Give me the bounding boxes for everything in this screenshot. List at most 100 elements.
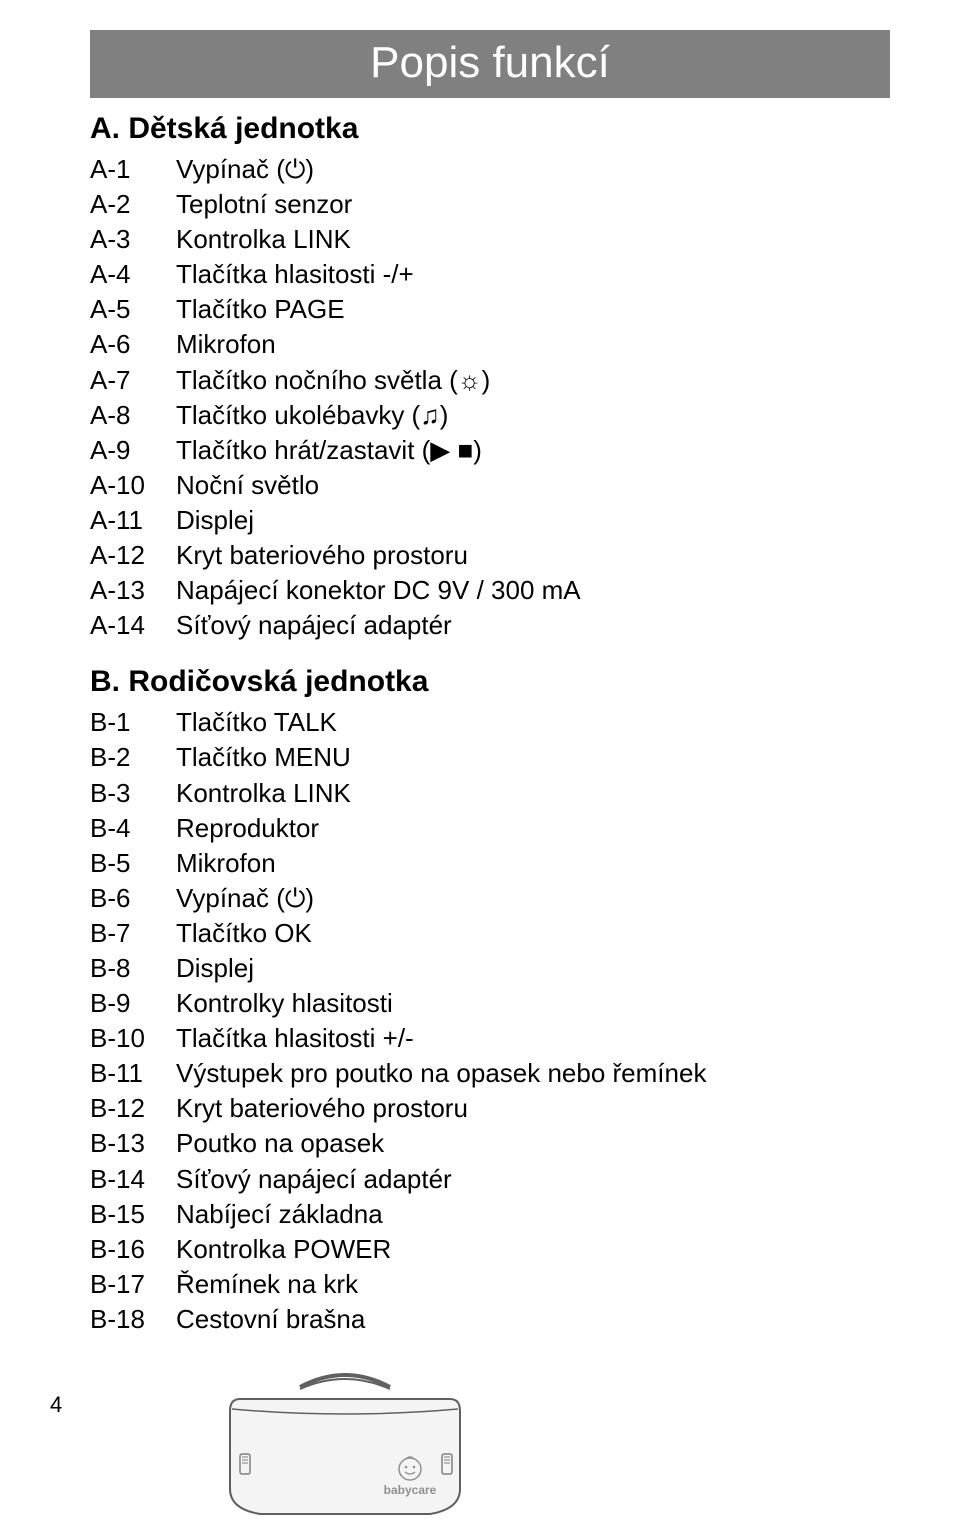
item-code: A-11 <box>90 503 176 538</box>
section-a-list: A-1Vypínač (⏻)A-2Teplotní senzorA-3Kontr… <box>90 152 890 643</box>
list-item: B-17Řemínek na krk <box>90 1267 890 1302</box>
item-code: B-4 <box>90 811 176 846</box>
list-item: A-3Kontrolka LINK <box>90 222 890 257</box>
item-description: Napájecí konektor DC 9V / 300 mA <box>176 573 890 608</box>
list-item: A-14Síťový napájecí adaptér <box>90 608 890 643</box>
list-item: B-4Reproduktor <box>90 811 890 846</box>
item-description: Noční světlo <box>176 468 890 503</box>
section-a-heading: A. Dětská jednotka <box>90 112 890 146</box>
list-item: B-15Nabíjecí základna <box>90 1197 890 1232</box>
list-item: B-14Síťový napájecí adaptér <box>90 1162 890 1197</box>
item-code: A-9 <box>90 433 176 468</box>
list-item: B-18Cestovní brašna <box>90 1302 890 1337</box>
list-item: B-16Kontrolka POWER <box>90 1232 890 1267</box>
list-item: B-10Tlačítka hlasitosti +/- <box>90 1021 890 1056</box>
list-item: A-2Teplotní senzor <box>90 187 890 222</box>
item-description: Kontrolka LINK <box>176 222 890 257</box>
list-item: B-7Tlačítko OK <box>90 916 890 951</box>
item-code: B-15 <box>90 1197 176 1232</box>
item-code: A-13 <box>90 573 176 608</box>
list-item: B-1Tlačítko TALK <box>90 705 890 740</box>
item-description: Kontrolky hlasitosti <box>176 986 890 1021</box>
item-description: Vypínač (⏻) <box>176 152 890 187</box>
item-code: B-18 <box>90 1302 176 1337</box>
list-item: A-10Noční světlo <box>90 468 890 503</box>
item-code: B-12 <box>90 1091 176 1126</box>
item-description: Tlačítka hlasitosti -/+ <box>176 257 890 292</box>
list-item: A-12Kryt bateriového prostoru <box>90 538 890 573</box>
item-description: Nabíjecí základna <box>176 1197 890 1232</box>
item-description: Tlačítko ukolébavky (♫) <box>176 398 890 433</box>
item-description: Displej <box>176 503 890 538</box>
list-item: B-12Kryt bateriového prostoru <box>90 1091 890 1126</box>
item-description: Teplotní senzor <box>176 187 890 222</box>
item-description: Tlačítko hrát/zastavit (▶ ■) <box>176 433 890 468</box>
item-description: Kontrolka LINK <box>176 776 890 811</box>
item-code: A-6 <box>90 327 176 362</box>
travel-bag-illustration: babycare <box>220 1359 890 1529</box>
list-item: B-5Mikrofon <box>90 846 890 881</box>
item-code: B-5 <box>90 846 176 881</box>
list-item: A-8Tlačítko ukolébavky (♫) <box>90 398 890 433</box>
item-code: B-3 <box>90 776 176 811</box>
item-description: Síťový napájecí adaptér <box>176 608 890 643</box>
item-description: Cestovní brašna <box>176 1302 890 1337</box>
item-code: A-5 <box>90 292 176 327</box>
item-code: A-7 <box>90 363 176 398</box>
page-title: Popis funkcí <box>90 30 890 98</box>
item-code: B-17 <box>90 1267 176 1302</box>
list-item: A-4Tlačítka hlasitosti -/+ <box>90 257 890 292</box>
item-description: Tlačítko OK <box>176 916 890 951</box>
item-code: A-4 <box>90 257 176 292</box>
list-item: B-3Kontrolka LINK <box>90 776 890 811</box>
item-code: A-10 <box>90 468 176 503</box>
list-item: B-2Tlačítko MENU <box>90 740 890 775</box>
item-description: Řemínek na krk <box>176 1267 890 1302</box>
section-b-heading: B. Rodičovská jednotka <box>90 665 890 699</box>
list-item: A-9Tlačítko hrát/zastavit (▶ ■) <box>90 433 890 468</box>
item-code: A-2 <box>90 187 176 222</box>
item-description: Tlačítko PAGE <box>176 292 890 327</box>
item-description: Kryt bateriového prostoru <box>176 538 890 573</box>
item-code: B-10 <box>90 1021 176 1056</box>
item-code: B-11 <box>90 1056 176 1091</box>
item-code: B-8 <box>90 951 176 986</box>
item-code: B-9 <box>90 986 176 1021</box>
item-description: Displej <box>176 951 890 986</box>
list-item: A-11Displej <box>90 503 890 538</box>
item-description: Tlačítko MENU <box>176 740 890 775</box>
item-description: Tlačítko TALK <box>176 705 890 740</box>
item-code: B-14 <box>90 1162 176 1197</box>
item-description: Tlačítko nočního světla (☼) <box>176 363 890 398</box>
item-code: A-12 <box>90 538 176 573</box>
item-description: Mikrofon <box>176 846 890 881</box>
list-item: B-8Displej <box>90 951 890 986</box>
item-description: Mikrofon <box>176 327 890 362</box>
list-item: B-9Kontrolky hlasitosti <box>90 986 890 1021</box>
list-item: A-7Tlačítko nočního světla (☼) <box>90 363 890 398</box>
item-code: B-1 <box>90 705 176 740</box>
item-description: Síťový napájecí adaptér <box>176 1162 890 1197</box>
item-code: A-14 <box>90 608 176 643</box>
item-code: B-16 <box>90 1232 176 1267</box>
item-description: Poutko na opasek <box>176 1126 890 1161</box>
section-b-list: B-1Tlačítko TALKB-2Tlačítko MENUB-3Kontr… <box>90 705 890 1337</box>
list-item: A-1Vypínač (⏻) <box>90 152 890 187</box>
item-code: B-7 <box>90 916 176 951</box>
list-item: B-13Poutko na opasek <box>90 1126 890 1161</box>
list-item: B-11Výstupek pro poutko na opasek nebo ř… <box>90 1056 890 1091</box>
item-code: B-2 <box>90 740 176 775</box>
item-code: B-13 <box>90 1126 176 1161</box>
item-code: A-8 <box>90 398 176 433</box>
list-item: A-13Napájecí konektor DC 9V / 300 mA <box>90 573 890 608</box>
svg-text:babycare: babycare <box>384 1483 437 1497</box>
list-item: B-6Vypínač (⏻) <box>90 881 890 916</box>
item-code: A-3 <box>90 222 176 257</box>
list-item: A-5Tlačítko PAGE <box>90 292 890 327</box>
item-description: Reproduktor <box>176 811 890 846</box>
item-description: Výstupek pro poutko na opasek nebo řemín… <box>176 1056 890 1091</box>
item-description: Kryt bateriového prostoru <box>176 1091 890 1126</box>
item-description: Kontrolka POWER <box>176 1232 890 1267</box>
item-code: B-6 <box>90 881 176 916</box>
item-description: Vypínač (⏻) <box>176 881 890 916</box>
